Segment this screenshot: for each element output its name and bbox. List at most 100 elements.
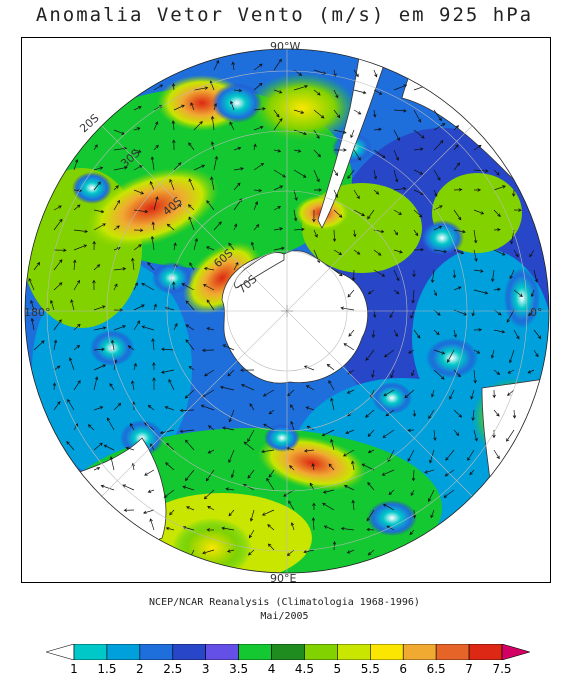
wind-arrow: [181, 283, 195, 291]
wind-arrow: [249, 403, 255, 411]
wind-arrow: [228, 409, 235, 423]
wind-arrow: [110, 339, 115, 351]
wind-arrow: [113, 166, 128, 171]
wind-arrow: [453, 229, 466, 234]
wind-arrow: [449, 389, 455, 400]
wind-arrow: [353, 229, 357, 238]
wind-arrow: [303, 449, 315, 453]
colorbar-tick-label: 5: [333, 662, 342, 676]
colorbar: [46, 644, 530, 660]
wind-arrow: [52, 382, 57, 391]
colorbar-tick-label: 4: [267, 662, 276, 676]
wind-arrow: [93, 264, 101, 271]
wind-arrow: [413, 129, 425, 139]
wind-arrow: [172, 139, 176, 151]
wind-arrow: [529, 249, 535, 258]
wind-arrow: [226, 549, 235, 553]
wind-arrow: [473, 289, 489, 295]
wind-arrow: [222, 344, 235, 351]
wind-arrow: [73, 323, 81, 331]
wind-arrow: [353, 69, 359, 78]
wind-arrow: [413, 229, 419, 237]
wind-arrow: [201, 348, 215, 353]
wind-arrow: [413, 147, 424, 151]
wind-arrow: [430, 389, 435, 398]
wind-arrow: [367, 549, 375, 556]
wind-arrow: [473, 369, 477, 384]
wind-arrow: [493, 329, 506, 334]
wind-arrow: [73, 279, 80, 291]
wind-arrow: [393, 229, 399, 236]
wind-arrow: [185, 300, 195, 311]
wind-arrow: [347, 289, 355, 298]
wind-arrow: [73, 344, 81, 351]
wind-arrow: [313, 109, 325, 119]
wind-arrow: [493, 287, 501, 292]
wind-arrow: [173, 242, 177, 251]
wind-arrow: [193, 86, 209, 91]
wind-arrow: [147, 489, 155, 493]
wind-arrow: [267, 543, 275, 551]
wind-arrow: [68, 357, 75, 371]
wind-arrow: [184, 469, 195, 482]
wind-arrow: [313, 129, 320, 139]
wind-arrow: [133, 320, 141, 331]
wind-arrow: [493, 409, 500, 417]
wind-arrow: [289, 465, 295, 471]
wind-arrow: [233, 182, 241, 191]
colorbar-tick-label: 7: [465, 662, 473, 676]
wind-arrow: [493, 449, 500, 460]
wind-arrow: [351, 460, 355, 471]
wind-arrow: [141, 282, 155, 291]
wind-arrow: [507, 389, 515, 396]
wind-arrow: [179, 429, 195, 434]
wind-arrow: [410, 489, 415, 497]
wind-arrow: [382, 429, 395, 438]
wind-arrow: [230, 100, 235, 111]
wind-arrow: [333, 189, 338, 198]
wind-arrow: [273, 89, 283, 94]
wind-arrow: [222, 426, 235, 431]
wind-arrow: [233, 88, 243, 93]
wind-arrow: [393, 149, 400, 161]
wind-arrow: [453, 369, 461, 378]
wind-arrow: [261, 449, 275, 454]
wind-arrow: [445, 449, 455, 461]
wind-arrow: [453, 249, 465, 255]
wind-arrow: [365, 349, 375, 361]
wind-arrow: [151, 221, 155, 231]
wind-arrow: [249, 509, 255, 522]
wind-arrow: [453, 286, 462, 291]
wind-arrow: [385, 409, 395, 417]
wind-arrow: [533, 329, 542, 340]
wind-arrow: [365, 409, 375, 418]
wind-arrow: [53, 282, 63, 291]
wind-arrow: [367, 449, 375, 454]
wind-arrow: [33, 340, 45, 351]
wind-arrow: [340, 306, 355, 311]
wind-arrow: [433, 329, 440, 336]
wind-arrow: [330, 397, 335, 411]
map-frame: 90°W 90°E 180° 0° 20S 30S 40S 60S 70S: [21, 37, 551, 583]
caption-date: Mai/2005: [260, 611, 309, 622]
colorbar-cell: [139, 644, 174, 660]
colorbar-tick-label: 2: [136, 662, 144, 676]
wind-arrow: [492, 430, 496, 439]
wind-arrow: [333, 169, 338, 177]
wind-arrow: [240, 368, 255, 372]
wind-arrow: [513, 329, 520, 340]
colorbar-cell: [501, 644, 530, 660]
wind-arrow: [527, 369, 535, 374]
wind-arrow: [303, 549, 315, 554]
wind-arrow: [113, 283, 118, 291]
wind-arrow: [233, 223, 238, 231]
colorbar-cell: [46, 644, 75, 660]
wind-arrow: [153, 144, 159, 151]
colorbar-tick-label: 3.5: [229, 662, 249, 676]
wind-arrow: [93, 166, 104, 171]
wind-arrow: [188, 142, 195, 151]
wind-arrow: [113, 246, 121, 251]
wind-arrow: [383, 389, 395, 397]
wind-arrow: [490, 349, 495, 359]
wind-arrow: [433, 349, 446, 355]
